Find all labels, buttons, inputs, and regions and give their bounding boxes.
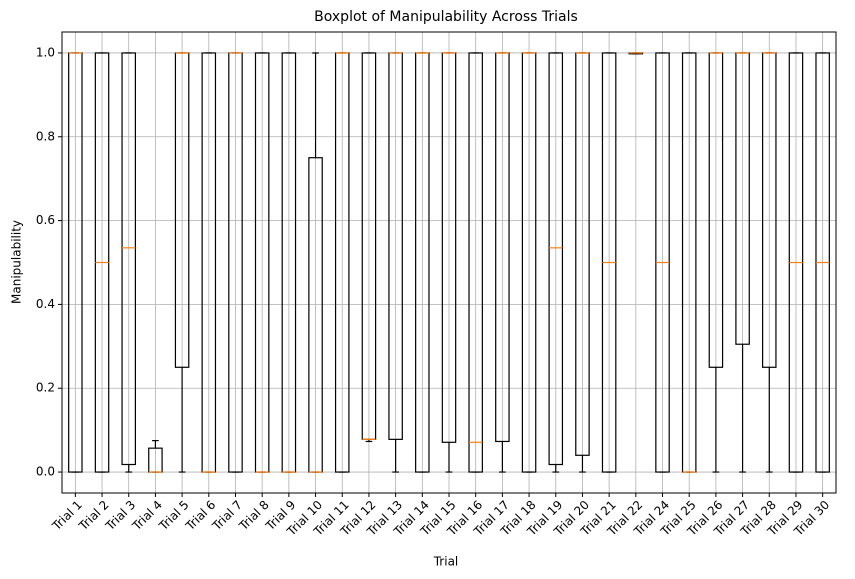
x-axis-label: Trial — [433, 555, 459, 569]
x-tick-label: Trial 6 — [182, 498, 218, 534]
y-tick-label: 1.0 — [36, 45, 55, 59]
box — [121, 52, 136, 466]
x-tick-label: Trial 2 — [76, 498, 112, 534]
box — [548, 52, 564, 466]
chart-title: Boxplot of Manipulability Across Trials — [314, 9, 578, 25]
x-tick-label: Trial 7 — [209, 498, 245, 534]
x-tick-label: Trial 5 — [156, 498, 192, 534]
y-tick-label: 0.6 — [36, 213, 55, 227]
box — [468, 52, 483, 473]
x-tick-label: Trial 3 — [102, 498, 138, 534]
y-tick-label: 0.4 — [36, 297, 55, 311]
x-tick-label: Trial 1 — [49, 498, 85, 534]
plot-frame — [61, 31, 837, 494]
x-tick-label: Trial 4 — [129, 498, 165, 534]
y-axis-label: Manipulability — [10, 220, 24, 304]
y-tick-label: 0.8 — [36, 129, 55, 143]
y-tick-label: 0.2 — [36, 381, 55, 395]
y-tick-label: 0.0 — [36, 465, 55, 479]
x-tick-label: Trial 8 — [236, 498, 272, 534]
